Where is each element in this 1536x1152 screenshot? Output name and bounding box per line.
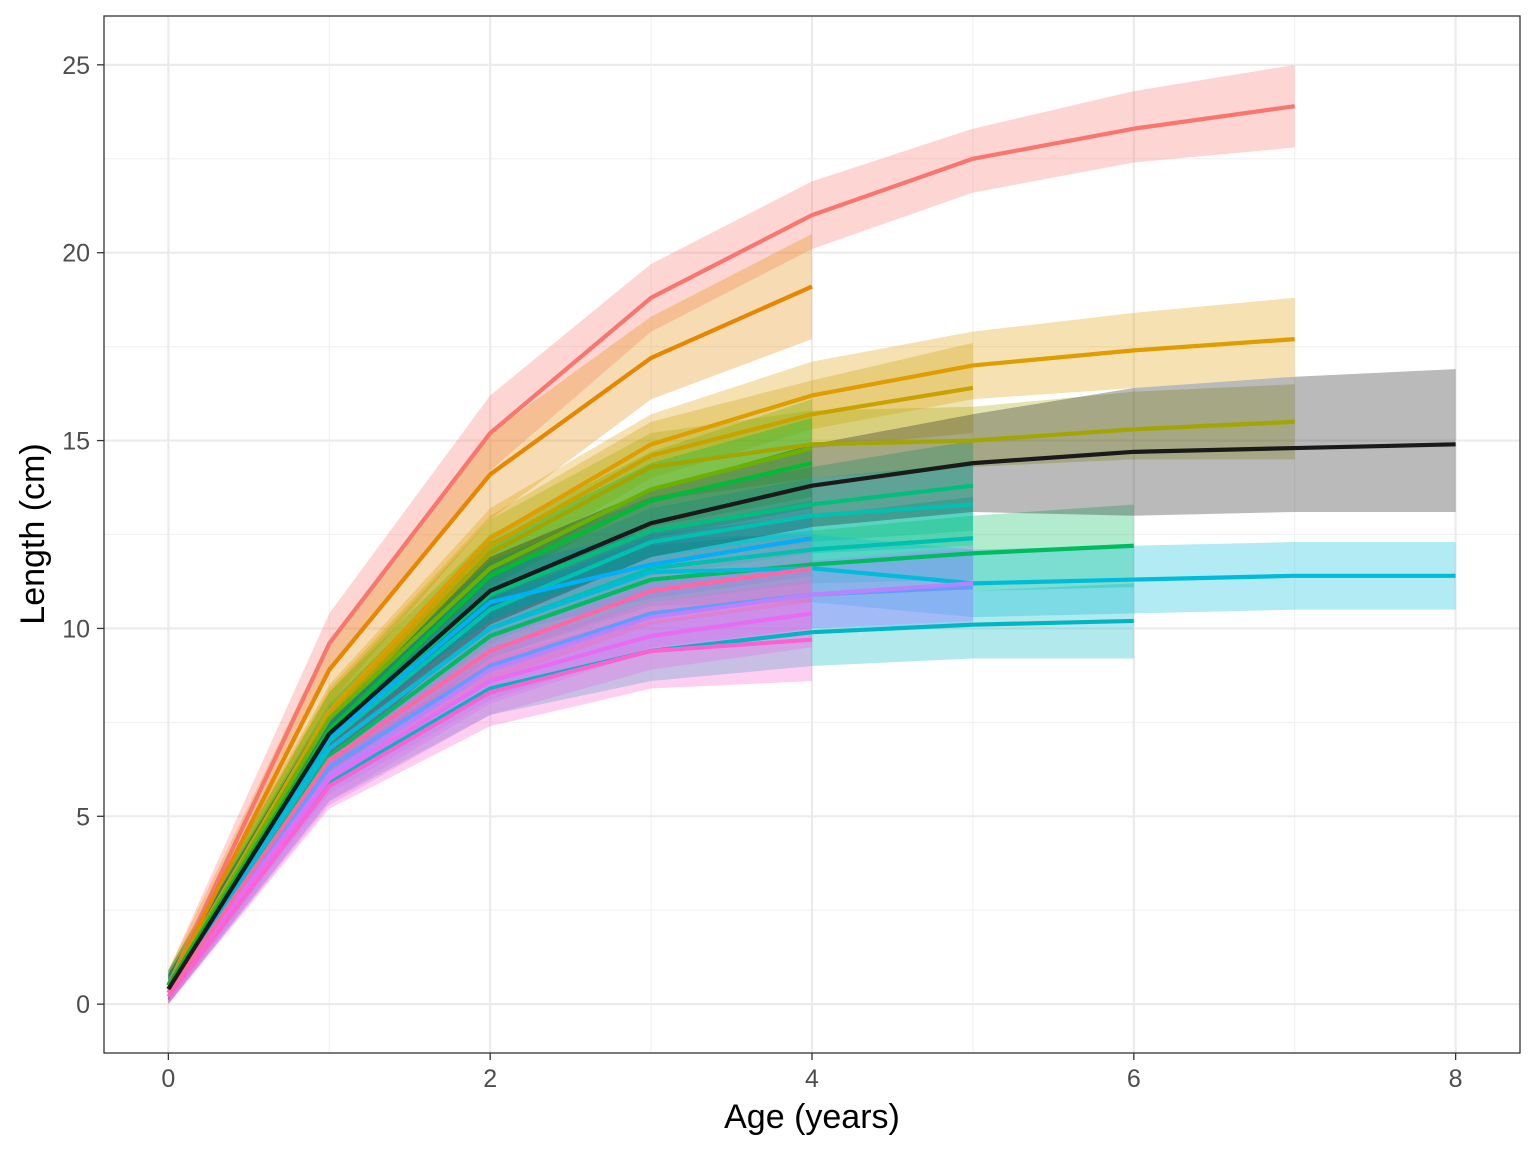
y-tick-label: 25 xyxy=(62,52,90,80)
ribbon-series-2 xyxy=(168,233,812,997)
grid xyxy=(104,16,1520,1053)
x-tick-label: 2 xyxy=(483,1065,497,1093)
line-series-1 xyxy=(166,104,1296,987)
y-axis: 0 5 10 15 20 25 xyxy=(62,52,104,1019)
series-lines xyxy=(166,104,1456,998)
y-axis-title: Length (cm) xyxy=(14,443,52,624)
x-tick-label: 4 xyxy=(805,1065,819,1093)
x-tick-label: 8 xyxy=(1449,1065,1463,1093)
y-tick-label: 10 xyxy=(62,615,90,643)
line-series-2 xyxy=(166,284,813,987)
y-tick-label: 0 xyxy=(76,991,90,1019)
ribbon-series-4 xyxy=(168,342,973,997)
line-series-6 xyxy=(166,446,813,987)
line-series-11 xyxy=(166,543,1134,991)
ribbon-series-14 xyxy=(168,583,1134,1005)
ribbon-series-1 xyxy=(168,64,1295,997)
line-series-18 xyxy=(166,637,813,998)
line-series-3 xyxy=(166,337,1295,987)
line-series-20 xyxy=(166,442,1456,991)
ribbon-series-20 xyxy=(168,369,1456,1001)
x-tick-label: 6 xyxy=(1127,1065,1141,1093)
x-axis: 0 2 4 6 8 xyxy=(161,1053,1463,1093)
y-tick-label: 20 xyxy=(62,240,90,268)
ribbon-series-6 xyxy=(168,399,812,997)
x-axis-title: Age (years) xyxy=(724,1098,900,1136)
line-series-17 xyxy=(166,611,813,995)
ribbon-series-5 xyxy=(168,384,1295,997)
x-tick-label: 0 xyxy=(161,1065,175,1093)
y-tick-label: 5 xyxy=(76,803,90,831)
ribbon-series-7 xyxy=(168,418,812,997)
y-tick-label: 15 xyxy=(62,428,90,456)
line-series-19 xyxy=(166,566,813,995)
